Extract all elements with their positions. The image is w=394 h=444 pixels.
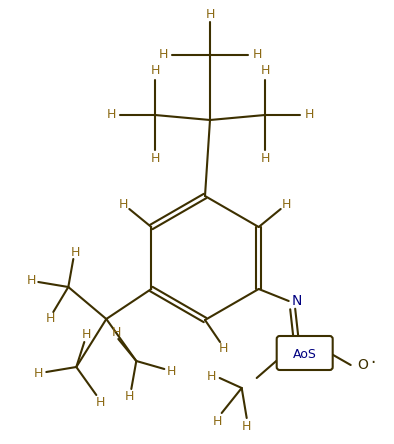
Text: H: H	[119, 198, 128, 210]
Text: AoS: AoS	[293, 348, 317, 361]
Text: O: O	[357, 358, 368, 372]
Text: ·: ·	[370, 354, 375, 372]
Text: H: H	[151, 152, 160, 166]
Text: H: H	[158, 48, 168, 62]
Text: H: H	[205, 8, 215, 21]
Text: H: H	[33, 366, 43, 380]
Text: H: H	[106, 108, 116, 122]
Text: H: H	[207, 369, 216, 382]
Text: H: H	[304, 108, 314, 122]
Text: H: H	[151, 64, 160, 78]
Text: H: H	[125, 389, 134, 403]
Text: H: H	[282, 198, 292, 210]
Text: H: H	[71, 246, 80, 258]
Text: H: H	[260, 64, 269, 78]
Text: H: H	[96, 396, 105, 408]
Text: N: N	[292, 294, 302, 308]
Text: H: H	[218, 341, 228, 354]
Text: H: H	[260, 152, 269, 166]
Text: H: H	[112, 326, 121, 340]
Text: H: H	[213, 415, 222, 428]
FancyBboxPatch shape	[277, 336, 333, 370]
Text: H: H	[82, 329, 91, 341]
Text: H: H	[167, 365, 176, 377]
Text: H: H	[252, 48, 262, 62]
Text: H: H	[46, 313, 55, 325]
Text: H: H	[242, 420, 251, 432]
Text: H: H	[27, 274, 36, 288]
